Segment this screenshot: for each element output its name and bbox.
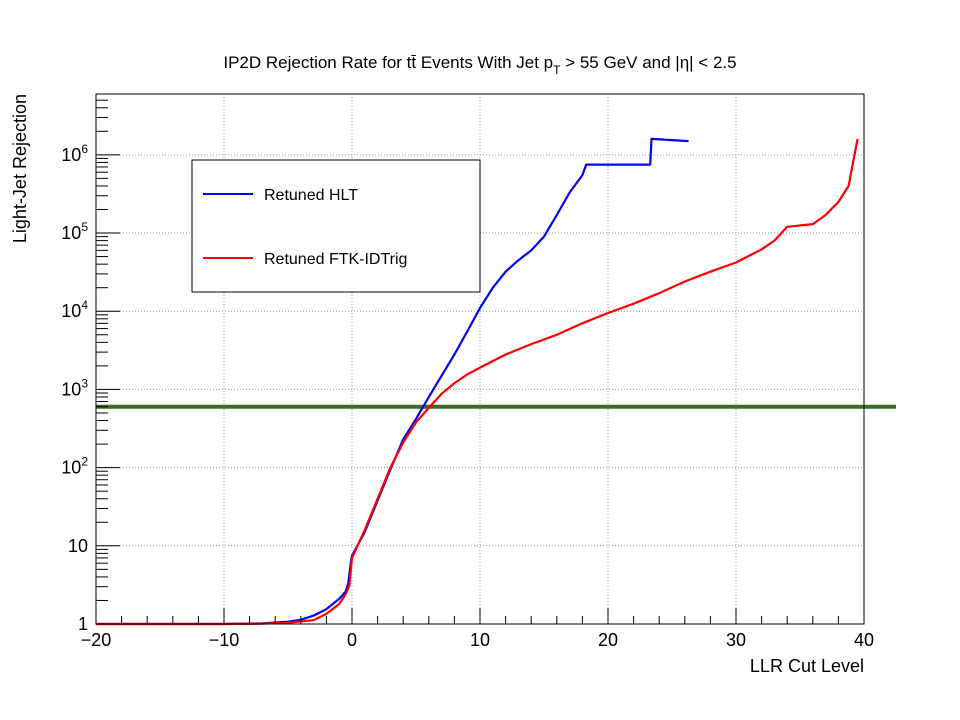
axis-ticks bbox=[95, 93, 865, 625]
y-tick-label-base: 10 bbox=[61, 458, 81, 478]
y-axis-label: Light-Jet Rejection bbox=[10, 94, 30, 243]
y-tick-label-base: 10 bbox=[68, 536, 88, 556]
chart-title-subscript: T bbox=[553, 63, 561, 77]
series-layer bbox=[96, 137, 859, 626]
y-tick-label: 103 bbox=[61, 376, 88, 399]
y-tick-label-base: 10 bbox=[61, 223, 81, 243]
y-tick-label: 10 bbox=[68, 536, 88, 556]
y-tick-label: 104 bbox=[61, 298, 88, 321]
y-tick-label-exponent: 6 bbox=[81, 142, 88, 156]
x-tick-label: 0 bbox=[347, 630, 357, 650]
legend-label-ftk: Retuned FTK-IDTrig bbox=[264, 251, 407, 268]
y-tick-label-base: 10 bbox=[61, 145, 81, 165]
y-tick-label-base: 1 bbox=[78, 614, 88, 634]
chart-title-tail: > 55 GeV and |η| < 2.5 bbox=[560, 53, 736, 72]
series-line-ftk bbox=[96, 138, 859, 626]
x-tick-label: −20 bbox=[81, 630, 112, 650]
x-tick-label: 40 bbox=[854, 630, 874, 650]
x-tick-labels: −20 −10 0 10 20 30 40 bbox=[81, 630, 874, 650]
x-tick-label: 20 bbox=[598, 630, 618, 650]
x-tick-label: 30 bbox=[726, 630, 746, 650]
y-tick-label-exponent: 5 bbox=[81, 220, 88, 234]
y-tick-label: 106 bbox=[61, 142, 88, 165]
y-tick-label: 1 bbox=[78, 614, 88, 634]
y-tick-label-exponent: 3 bbox=[81, 376, 88, 390]
chart-title: IP2D Rejection Rate for tt̄ Events With … bbox=[223, 53, 736, 77]
y-tick-label-base: 10 bbox=[61, 301, 81, 321]
y-tick-label-exponent: 4 bbox=[81, 298, 88, 312]
y-tick-label-base: 10 bbox=[61, 379, 81, 399]
series-line-hlt bbox=[96, 137, 689, 626]
y-tick-label-exponent: 2 bbox=[81, 455, 88, 469]
legend: Retuned HLT Retuned FTK-IDTrig bbox=[191, 159, 481, 293]
y-tick-label: 102 bbox=[61, 455, 88, 478]
legend-box bbox=[191, 159, 481, 293]
x-axis-label: LLR Cut Level bbox=[750, 656, 864, 676]
chart-title-main: IP2D Rejection Rate for tt̄ Events With … bbox=[223, 53, 553, 72]
x-tick-label: −10 bbox=[209, 630, 240, 650]
y-tick-label: 105 bbox=[61, 220, 88, 243]
x-tick-label: 10 bbox=[470, 630, 490, 650]
legend-label-hlt: Retuned HLT bbox=[264, 187, 358, 204]
